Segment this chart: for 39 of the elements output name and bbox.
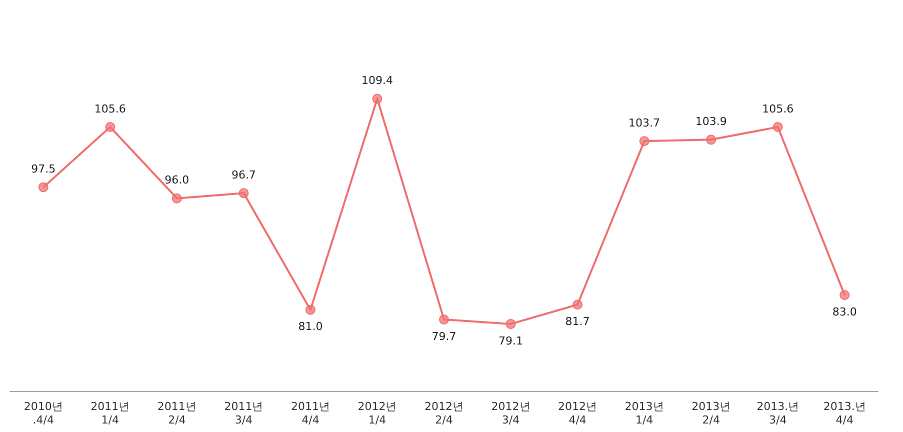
data-label: 96.0 — [164, 174, 190, 187]
data-label: 109.4 — [361, 74, 393, 88]
point — [372, 94, 382, 104]
x-tick-label: 2011년 2/4 — [157, 400, 196, 426]
point — [172, 193, 182, 204]
data-label: 81.7 — [565, 315, 590, 328]
x-tick-label: 2013.년 4/4 — [823, 400, 866, 426]
point — [305, 304, 316, 315]
point — [506, 318, 516, 329]
x-tick-label: 2012년 1/4 — [358, 400, 397, 426]
data-label: 103.7 — [628, 116, 660, 130]
data-label: 103.9 — [695, 115, 727, 128]
point — [238, 188, 249, 198]
x-tick-label: 2012년 2/4 — [424, 400, 464, 426]
point — [572, 300, 583, 310]
data-label: 105.6 — [94, 102, 126, 116]
point — [840, 290, 850, 300]
data-label: 79.1 — [498, 334, 524, 348]
data-label: 96.7 — [231, 168, 256, 182]
point — [38, 182, 48, 192]
point — [706, 134, 716, 145]
x-tick-label: 2011년 1/4 — [90, 400, 130, 426]
point — [105, 122, 116, 132]
data-label: 97.5 — [31, 162, 56, 176]
x-tick-label: 2012년 3/4 — [491, 400, 530, 426]
point — [772, 122, 783, 132]
x-tick-label: 2013.년 3/4 — [756, 400, 800, 426]
point — [639, 136, 650, 146]
x-tick-label: 2010년 .4/4 — [24, 400, 63, 426]
x-tick-label: 2013년 1/4 — [624, 400, 664, 426]
data-label: 79.7 — [432, 330, 456, 343]
point — [439, 314, 449, 325]
data-label: 81.0 — [298, 320, 323, 334]
x-tick-label: 2011년 4/4 — [290, 400, 330, 426]
x-tick-label: 2013년 2/4 — [692, 400, 731, 426]
x-tick-label: 2012년 4/4 — [558, 400, 598, 426]
data-label: 105.6 — [762, 102, 794, 116]
x-tick-label: 2011년 3/4 — [224, 400, 264, 426]
data-label: 83.0 — [832, 305, 857, 318]
